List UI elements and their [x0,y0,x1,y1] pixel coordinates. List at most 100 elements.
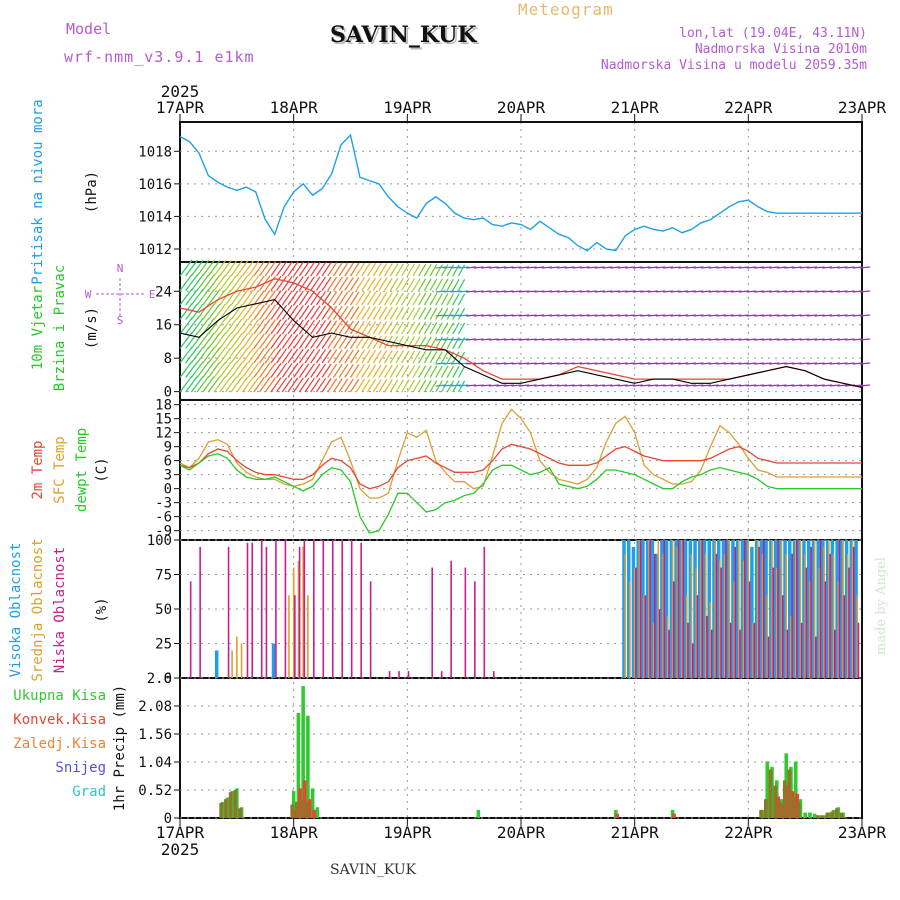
wind-vector [310,363,321,378]
wind-vector [579,362,590,365]
wind-vector [799,384,810,387]
wind-vector [446,365,454,378]
cloud-bar [716,540,721,678]
wind-vector [418,365,427,378]
wind-vector [418,307,427,320]
wind-vector [395,277,404,291]
cloud-bar [799,540,802,678]
wind-vector [678,266,689,269]
wind-vector [202,347,215,364]
y-tick-label: 0 [164,811,172,827]
wind-vector [236,376,249,393]
wind-vector [315,305,327,320]
wind-vector [236,318,249,335]
wind-vector [213,303,226,320]
wind-vector [526,266,537,269]
wind-vector [746,314,757,317]
wind-vector [230,275,243,291]
wind-vector [315,320,327,335]
wind-vector [632,314,643,317]
wind-vector [806,384,818,387]
wind-vector [746,362,757,365]
wind-vector [219,274,232,291]
y-tick-label: 1.04 [138,755,172,771]
cloud-bar [780,540,783,678]
cloud-bar [701,540,703,678]
cloud-bar [695,567,698,678]
y-tick-label: 1012 [138,242,172,258]
wind-vector [372,306,382,320]
wind-vector [829,266,840,269]
wind-vector [746,290,757,293]
wind-vector [617,266,628,269]
wind-vector [670,266,681,269]
wind-vector [219,347,232,364]
cloud-bar [645,540,650,678]
wind-vector [207,332,221,349]
wind-vector [418,278,427,291]
wind-vector [355,349,365,364]
wind-vector [378,364,388,378]
wind-vector [276,333,288,349]
cloud-bar [214,650,219,678]
wind-vector [844,338,856,341]
wind-vector [837,338,848,341]
wind-vector [738,362,749,365]
cloud-bar [668,629,670,678]
wind-vector [247,260,260,277]
wind-vector [412,321,421,335]
wind-vector [264,348,276,364]
wind-vector [202,361,215,378]
wind-vector [784,338,795,341]
wind-vector [247,376,260,393]
wind-vector [338,363,349,378]
cloud-bar [431,567,434,678]
wind-vector [213,347,226,364]
wind-vector [837,362,848,365]
wind-vector [572,290,583,293]
wind-vector [310,276,321,291]
wind-vector [395,292,404,306]
wind-vector [452,264,460,277]
precip-bar [615,813,620,818]
wind-vector [678,362,689,365]
wind-vector [287,363,299,378]
wind-vector [647,362,658,365]
wind-vector [564,338,575,341]
wind-vector [202,274,215,291]
wind-vector [564,290,575,293]
cloud-bar [492,671,495,678]
wind-vector [310,305,321,320]
wind-vector [321,363,332,378]
cloud-bar [298,546,301,678]
wind-vector [429,380,438,393]
precip-bar [816,815,820,818]
wind-vector [572,384,583,387]
wind-vector [450,362,461,365]
wind-vector [435,290,446,293]
wind-vector [293,261,304,277]
wind-vector [412,379,421,393]
wind-vector [829,314,840,317]
wind-vector [179,361,193,378]
wind-vector [519,314,530,317]
wind-vector [457,264,466,277]
wind-vector [753,290,765,293]
wind-vector [406,336,416,349]
cloud-bar [775,567,778,678]
wind-vector [496,338,507,341]
wind-vector [287,334,299,349]
wind-vector [332,363,343,378]
wind-vector [321,305,332,320]
cloud-bar [302,546,304,678]
wind-vector [230,333,243,349]
wind-vector [310,377,321,393]
cloud-bar [852,546,855,678]
wind-vector [685,266,696,269]
cloud-bar [633,567,636,678]
wind-vector [298,261,310,277]
wind-vector [708,290,719,293]
wind-vector [247,362,260,378]
cloud-bar [648,540,650,678]
wind-vector [435,278,443,291]
